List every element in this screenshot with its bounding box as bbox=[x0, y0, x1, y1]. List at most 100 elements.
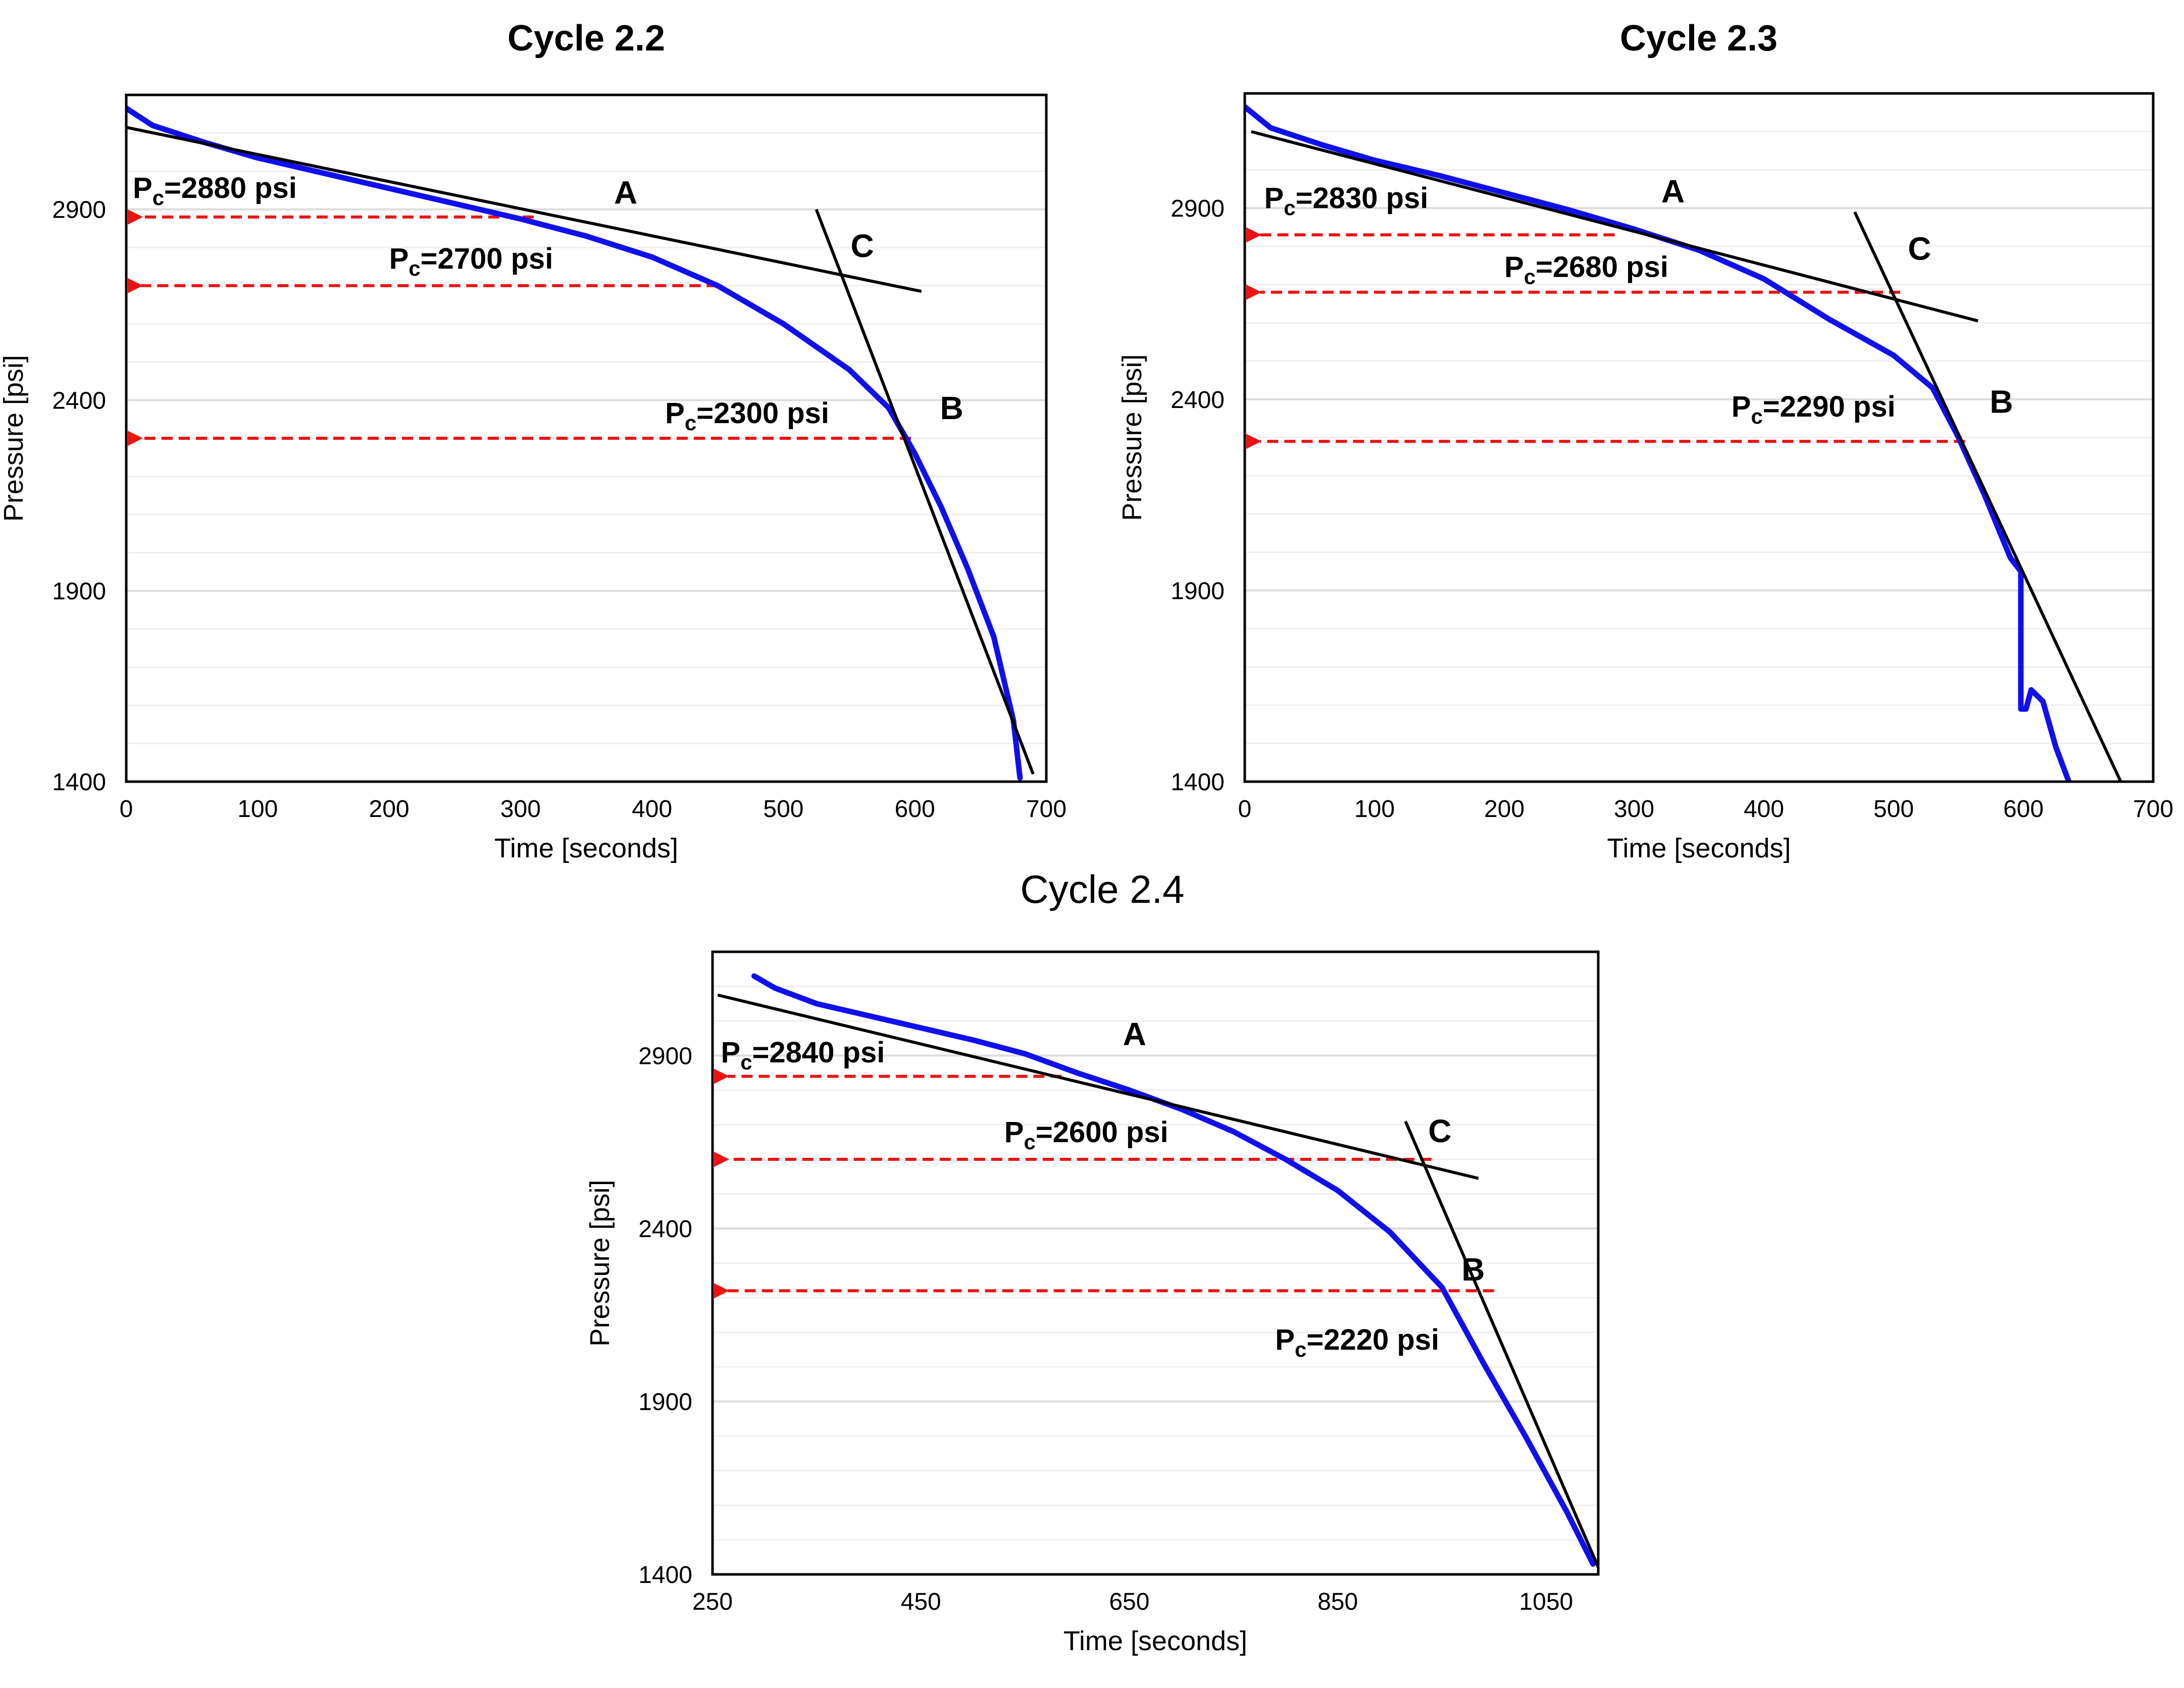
y-axis-label: Pressure [psi] bbox=[585, 1180, 615, 1346]
tangent-line-b bbox=[815, 209, 1035, 775]
x-axis-label: Time [seconds] bbox=[1607, 833, 1791, 863]
x-tick-label: 600 bbox=[895, 796, 935, 823]
y-tick-label: 1900 bbox=[52, 578, 106, 605]
plot-area bbox=[126, 105, 1035, 781]
y-tick-label: 1900 bbox=[638, 1389, 692, 1416]
x-tick-label: 650 bbox=[1109, 1589, 1149, 1615]
x-tick-label: 500 bbox=[763, 796, 803, 823]
pc-subscript: c bbox=[1024, 1130, 1035, 1154]
pc-symbol: P bbox=[1504, 250, 1524, 283]
annotation-b: B bbox=[1990, 383, 2013, 420]
pc-subscript: c bbox=[740, 1050, 752, 1074]
x-tick-label: 1050 bbox=[1519, 1589, 1573, 1615]
y-tick-label: 1400 bbox=[638, 1562, 692, 1589]
annotation-c: C bbox=[1908, 230, 1931, 267]
critical-pressure-label: Pc=2300 psi bbox=[665, 397, 829, 435]
y-tick-label: 2400 bbox=[638, 1216, 692, 1243]
chart-cycle-2-4: Cycle 2.4 1400 1900 2400 2900 250 450 650 850 105… bbox=[585, 867, 1600, 1656]
critical-pressure-label: Pc=2680 psi bbox=[1504, 250, 1668, 288]
x-axis-label: Time [seconds] bbox=[1063, 1626, 1247, 1656]
plot-area bbox=[1245, 104, 2122, 782]
pc-symbol: P bbox=[721, 1036, 741, 1069]
annotation-a: A bbox=[1661, 173, 1685, 210]
pressure-curve bbox=[751, 973, 1596, 1567]
annotation-a: A bbox=[614, 174, 637, 211]
y-axis-label: Pressure [psi] bbox=[1117, 354, 1147, 521]
y-tick-label: 2900 bbox=[1171, 195, 1225, 222]
annotation-b: B bbox=[940, 390, 963, 426]
critical-pressure-label: Pc=2840 psi bbox=[721, 1036, 885, 1074]
x-tick-label: 250 bbox=[692, 1589, 733, 1615]
x-axis-label: Time [seconds] bbox=[494, 833, 678, 863]
x-tick-label: 100 bbox=[1354, 796, 1395, 823]
pc-symbol: P bbox=[1732, 390, 1751, 423]
x-tick-label: 200 bbox=[369, 796, 410, 823]
pc-subscript: c bbox=[1751, 404, 1762, 428]
critical-pressure-label: Pc=2700 psi bbox=[389, 242, 553, 280]
critical-pressure-label: Pc=2290 psi bbox=[1732, 390, 1896, 428]
x-tick-label: 500 bbox=[1873, 796, 1914, 823]
tangent-line-b bbox=[1404, 1120, 1598, 1571]
x-tick-label: 0 bbox=[1238, 796, 1252, 823]
annotation-a: A bbox=[1123, 1016, 1146, 1052]
tangent-line-b bbox=[1853, 211, 2122, 782]
annotation-c: C bbox=[850, 228, 874, 264]
plot-frame bbox=[711, 950, 1600, 1576]
critical-pressure-label: Pc=2600 psi bbox=[1004, 1116, 1169, 1154]
critical-pressure-label: Pc=2880 psi bbox=[133, 172, 297, 210]
chart-title: Cycle 2.2 bbox=[507, 18, 665, 59]
pc-value: =2700 psi bbox=[421, 242, 553, 275]
pc-value: =2680 psi bbox=[1536, 250, 1668, 283]
pc-value: =2220 psi bbox=[1306, 1323, 1439, 1356]
x-tick-label: 200 bbox=[1484, 796, 1525, 823]
pressure-curve bbox=[1245, 104, 2072, 782]
y-tick-label: 2400 bbox=[1171, 387, 1225, 414]
pc-value: =2880 psi bbox=[164, 172, 297, 204]
pc-subscript: c bbox=[409, 257, 420, 280]
tangent-line-a bbox=[1251, 130, 1978, 323]
x-tick-label: 400 bbox=[632, 796, 672, 823]
y-tick-label: 1400 bbox=[1171, 769, 1225, 796]
x-tick-label: 600 bbox=[2003, 796, 2044, 823]
pc-symbol: P bbox=[389, 242, 409, 275]
pc-value: =2830 psi bbox=[1296, 182, 1429, 215]
pc-value: =2600 psi bbox=[1036, 1116, 1169, 1149]
chart-cycle-2-3: Cycle 2.3 1400 1900 2400 2900 0 100 200 300 400 50… bbox=[1117, 18, 2173, 863]
pc-symbol: P bbox=[1275, 1323, 1295, 1356]
chart-cycle-2-2: Cycle 2.2 1400 1900 2400 2900 0 100 200 300 400 50… bbox=[0, 18, 1066, 863]
critical-pressure-label: Pc=2220 psi bbox=[1275, 1323, 1439, 1361]
x-tick-label: 400 bbox=[1744, 796, 1784, 823]
annotation-b: B bbox=[1461, 1251, 1485, 1288]
x-tick-label: 300 bbox=[500, 796, 541, 823]
y-axis-label: Pressure [psi] bbox=[0, 355, 29, 522]
x-tick-label: 850 bbox=[1317, 1589, 1358, 1615]
pc-subscript: c bbox=[685, 411, 696, 435]
plot-frame bbox=[125, 93, 1048, 783]
annotation-c: C bbox=[1428, 1113, 1451, 1149]
pc-value: =2290 psi bbox=[1763, 390, 1896, 423]
pc-symbol: P bbox=[665, 397, 685, 430]
y-tick-label: 1900 bbox=[1171, 578, 1225, 604]
pc-subscript: c bbox=[153, 186, 164, 210]
pressure-curve bbox=[126, 105, 1023, 781]
pc-symbol: P bbox=[1004, 1116, 1024, 1149]
x-tick-label: 0 bbox=[120, 796, 133, 823]
pc-subscript: c bbox=[1295, 1338, 1306, 1361]
critical-pressure-label: Pc=2830 psi bbox=[1264, 182, 1429, 220]
y-tick-label: 1400 bbox=[52, 769, 106, 796]
pc-value: =2840 psi bbox=[752, 1036, 885, 1069]
pc-symbol: P bbox=[1264, 182, 1284, 215]
pc-value: =2300 psi bbox=[696, 397, 829, 430]
tangent-line-a bbox=[717, 993, 1479, 1180]
chart-title: Cycle 2.4 bbox=[1020, 867, 1184, 911]
x-tick-label: 300 bbox=[1614, 796, 1654, 823]
y-tick-label: 2900 bbox=[638, 1043, 692, 1070]
pc-subscript: c bbox=[1284, 196, 1295, 220]
pc-symbol: P bbox=[133, 172, 153, 204]
plot-area bbox=[714, 973, 1598, 1571]
x-tick-label: 700 bbox=[2133, 796, 2173, 823]
y-tick-label: 2900 bbox=[52, 197, 106, 224]
chart-title: Cycle 2.3 bbox=[1620, 18, 1777, 59]
x-tick-label: 450 bbox=[901, 1589, 941, 1615]
